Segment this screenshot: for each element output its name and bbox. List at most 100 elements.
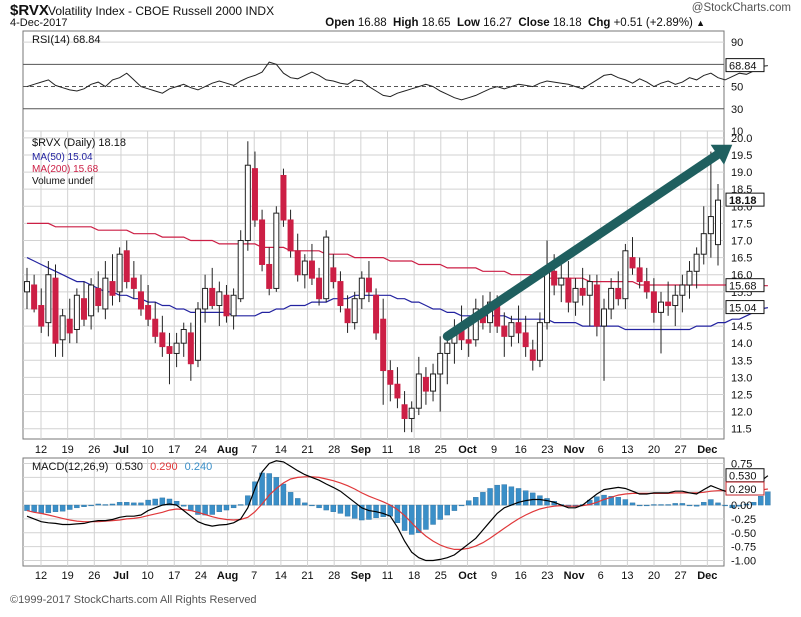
candle-body — [88, 284, 95, 317]
macd-histogram-bar — [708, 499, 714, 506]
close-label: Close — [518, 17, 550, 29]
macd-histogram-bar — [515, 488, 522, 506]
chart-subtitle: Volatility Index - CBOE Russell 2000 IND… — [48, 4, 275, 18]
candle-body — [693, 253, 700, 272]
macd-x-label: 28 — [328, 570, 340, 582]
candle-body — [650, 291, 657, 313]
macd-histogram-bar — [501, 484, 507, 506]
macd-histogram-bar — [309, 504, 315, 507]
macd-histogram-bar — [722, 504, 728, 507]
macd-histogram-bar — [124, 502, 130, 506]
macd-x-label: Oct — [458, 570, 477, 582]
macd-x-label: 26 — [88, 570, 100, 582]
macd-histogram-bar — [238, 504, 244, 506]
macd-histogram-bar — [508, 486, 515, 506]
price-x-label: Oct — [458, 444, 477, 456]
macd-legend-hist: 0.240 — [185, 461, 213, 473]
close-price-tag-box — [725, 192, 765, 207]
candle-body — [95, 287, 102, 307]
macd-histogram-bar — [252, 481, 258, 506]
candle-body — [501, 325, 508, 337]
macd-histogram-bar — [266, 473, 272, 506]
candle-body — [408, 407, 415, 419]
price-legend-symbol: $RVX (Daily) 18.18 — [32, 137, 126, 149]
macd-histogram-bar — [644, 504, 650, 507]
open-label: Open — [325, 17, 355, 29]
macd-x-label: 23 — [541, 570, 553, 582]
macd-x-label: Dec — [697, 570, 717, 582]
macd-histogram-bar — [88, 504, 94, 507]
close-price-tag: 18.18 — [729, 195, 757, 207]
macd-x-label: 16 — [515, 570, 527, 582]
price-tick-label: 17.5 — [731, 218, 752, 230]
price-tick-label: 17.0 — [731, 236, 752, 248]
macd-histogram-bar — [522, 490, 529, 506]
macd-histogram-bar — [480, 492, 486, 506]
signal-value-tag-box — [725, 481, 765, 496]
macd-x-label: 7 — [251, 570, 257, 582]
candle-body — [294, 250, 301, 276]
candle-body — [159, 332, 166, 348]
rsi-panel — [26, 61, 768, 101]
macd-histogram-bar — [693, 504, 700, 507]
candle-body — [337, 281, 344, 307]
macd-histogram-bar — [38, 504, 44, 514]
candle-body — [152, 318, 159, 337]
candle-body — [24, 281, 30, 293]
candle-body — [59, 315, 66, 341]
macd-x-label: 21 — [301, 570, 313, 582]
macd-x-label: 24 — [195, 570, 207, 582]
rsi-line — [26, 61, 768, 101]
macd-histogram-bar — [295, 498, 301, 506]
macd-x-label: 19 — [62, 570, 74, 582]
brand-label[interactable]: @StockCharts.com — [691, 2, 791, 14]
candle-body — [715, 199, 721, 246]
macd-histogram-bar — [337, 504, 344, 514]
macd-tick-label: 0.00 — [731, 500, 752, 512]
macd-histogram-bar — [344, 504, 351, 517]
macd-histogram-bar — [622, 499, 629, 506]
candle-body — [66, 318, 73, 334]
macd-histogram-bar — [765, 491, 771, 506]
macd-histogram-bar — [95, 503, 101, 506]
price-x-label: 16 — [515, 444, 527, 456]
rsi-tick-label: 90 — [731, 37, 743, 49]
macd-histogram-bar — [608, 496, 614, 506]
macd-histogram-bar — [74, 504, 80, 509]
candle-body — [259, 219, 266, 265]
macd-histogram-bar — [359, 504, 365, 521]
candle-body — [187, 332, 194, 365]
price-x-label: Sep — [351, 444, 371, 456]
price-x-label: 17 — [168, 444, 180, 456]
rsi-tick-label: 50 — [731, 82, 743, 94]
macd-histogram-bar — [52, 504, 59, 512]
macd-histogram-bar — [366, 504, 372, 520]
candle-body — [280, 174, 287, 221]
candle-body — [73, 294, 80, 330]
macd-histogram-bar — [416, 504, 422, 533]
candle-body — [137, 291, 144, 310]
candle-body — [316, 277, 323, 300]
candle-body — [529, 349, 536, 361]
candle-body — [558, 277, 565, 286]
macd-x-label: 13 — [621, 570, 633, 582]
candle-body — [180, 328, 187, 344]
candle-body — [130, 277, 137, 289]
price-x-label: Jul — [113, 444, 129, 456]
macd-tick-label: 0.75 — [731, 459, 752, 471]
candle-body — [31, 284, 38, 310]
macd-histogram-bar — [615, 497, 621, 506]
candle-body — [707, 216, 714, 235]
macd-histogram-bar — [259, 472, 265, 506]
candle-body — [444, 342, 451, 354]
candle-body — [116, 253, 123, 293]
price-x-label: 25 — [435, 444, 447, 456]
price-x-label: 12 — [35, 444, 47, 456]
macd-histogram-bar — [487, 488, 493, 506]
price-tick-label: 12.0 — [731, 407, 752, 419]
price-x-label: 11 — [382, 444, 393, 456]
rsi-panel-frame — [22, 30, 725, 132]
macd-x-label: 25 — [435, 570, 447, 582]
price-x-label: 9 — [491, 444, 497, 456]
candle-body — [244, 164, 251, 242]
